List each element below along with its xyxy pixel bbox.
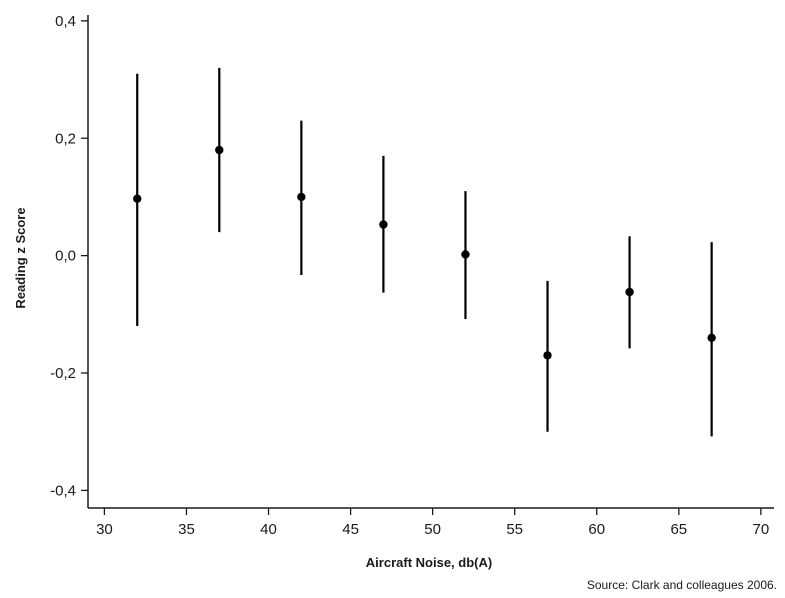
- source-note: Source: Clark and colleagues 2006.: [586, 578, 777, 592]
- x-tick-label: 30: [96, 521, 113, 538]
- data-point: [461, 250, 470, 259]
- data-point: [297, 192, 306, 202]
- y-tick-label: -0,2: [50, 365, 76, 382]
- y-axis-title: Reading z Score: [13, 207, 28, 308]
- data-point: [625, 287, 634, 297]
- x-tick-label: 55: [506, 521, 523, 538]
- y-tick-label: 0,2: [55, 130, 76, 147]
- x-tick-label: 65: [670, 521, 687, 538]
- x-tick-label: 50: [424, 521, 441, 538]
- plot-area: [133, 67, 716, 437]
- x-tick-label: 60: [588, 521, 605, 538]
- y-tick-label: 0,0: [55, 248, 76, 265]
- data-point: [133, 194, 142, 203]
- x-tick-label: 70: [753, 521, 770, 538]
- y-tick-label: -0,4: [50, 482, 76, 499]
- x-axis-title: Aircraft Noise, db(A): [366, 555, 492, 570]
- data-point: [379, 220, 388, 229]
- data-point: [707, 333, 716, 342]
- data-point: [543, 351, 552, 360]
- x-tick-label: 40: [260, 521, 277, 538]
- x-tick-label: 35: [178, 521, 195, 538]
- data-point: [215, 145, 224, 155]
- axes: 0,4 0,2 0,0 -0,2 -0,4 30 35 40 45 50 55 60 65 70: [50, 13, 774, 538]
- x-tick-label: 45: [342, 521, 359, 538]
- y-tick-label: 0,4: [55, 13, 76, 30]
